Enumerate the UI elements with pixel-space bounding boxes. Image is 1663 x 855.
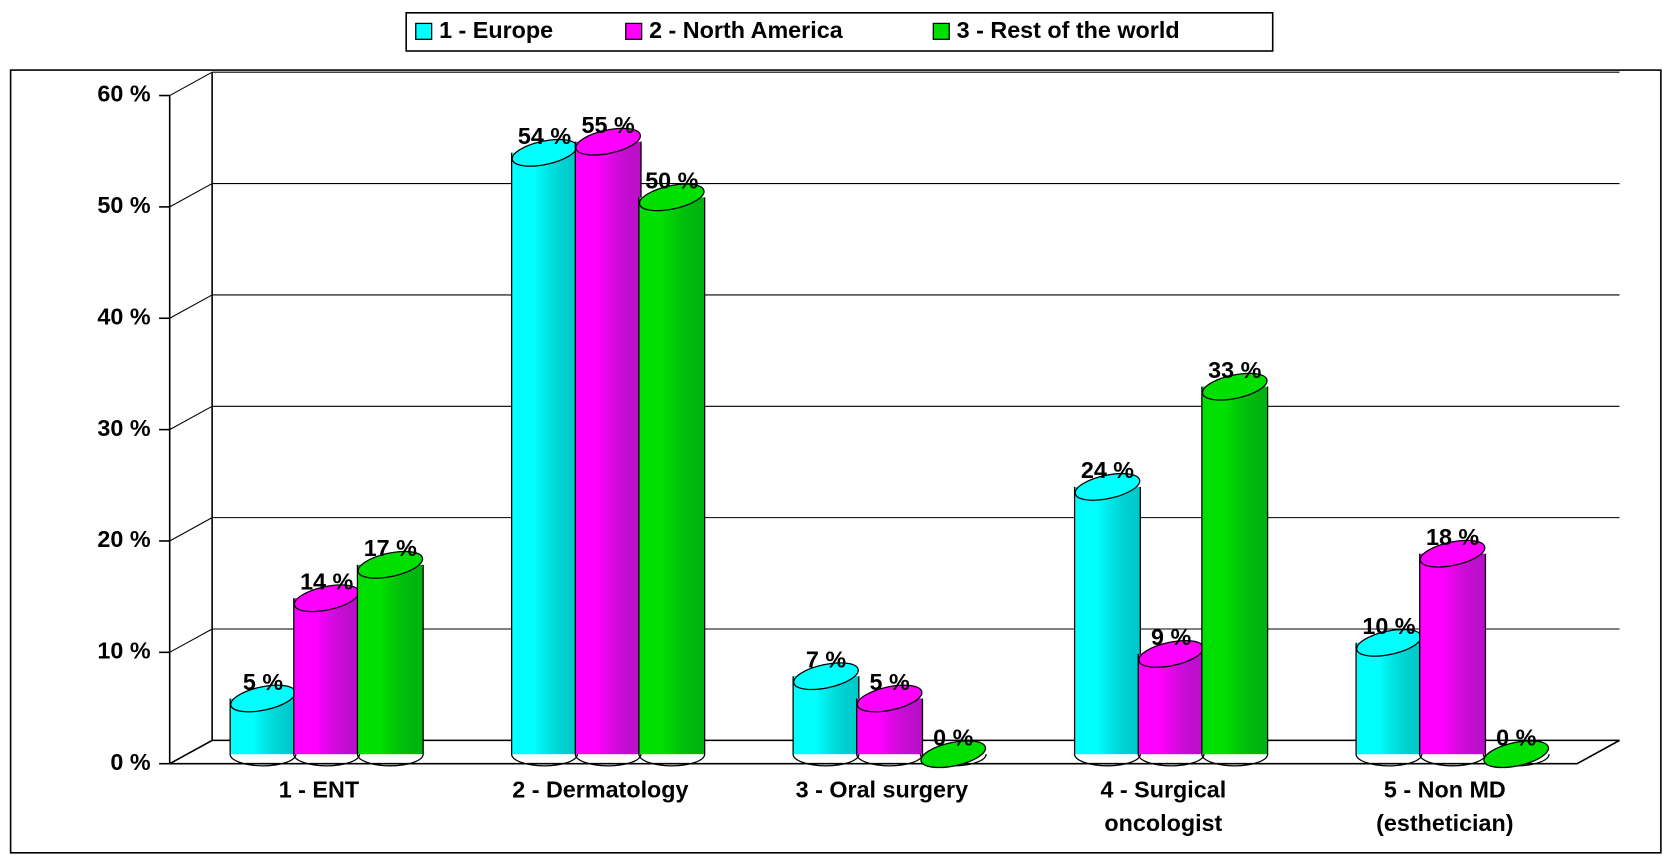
x-tick-label: 5 - Non MD (esthetician) (1376, 776, 1513, 836)
y-tick-label: 60 % (97, 81, 150, 107)
data-label: 9 % (1151, 624, 1191, 650)
data-label: 24 % (1081, 457, 1134, 483)
y-tick-label: 40 % (97, 303, 150, 329)
bar (1137, 639, 1205, 767)
bar (792, 662, 860, 767)
bar-shade (1201, 386, 1268, 755)
bar-shade (1419, 553, 1486, 755)
legend-swatch (415, 22, 433, 40)
bar-top (1074, 472, 1141, 501)
x-tick-label: 3 - Oral surgery (796, 776, 968, 802)
bar (1419, 539, 1487, 767)
bar-outline (1073, 486, 1141, 767)
data-label: 14 % (300, 569, 353, 595)
bar-outline (293, 598, 361, 767)
bar (1073, 472, 1141, 767)
y-tick-label: 30 % (97, 415, 150, 441)
grid-line (169, 294, 213, 319)
x-tick-label: 1 - ENT (279, 776, 359, 802)
y-tick-label: 0 % (110, 749, 150, 775)
legend-label: 1 - Europe (439, 17, 553, 43)
bar-top (793, 662, 859, 691)
bar-shade (1074, 486, 1141, 755)
bar-top (920, 740, 987, 769)
data-label: 17 % (364, 535, 417, 561)
data-label: 5 % (243, 669, 283, 695)
bar-shade (575, 141, 642, 755)
bar (510, 138, 579, 767)
bar-outline (1355, 642, 1423, 767)
bar-top (575, 127, 642, 156)
bar-outline (856, 698, 924, 767)
legend-swatch (625, 22, 643, 40)
bar-outline (792, 676, 860, 767)
legend-swatch (932, 22, 950, 40)
legend-box (405, 12, 1274, 52)
bar-top (357, 550, 424, 579)
data-label: 0 % (933, 724, 973, 750)
bar-top (856, 684, 923, 713)
bar-outline (638, 197, 706, 767)
bar-top (1483, 740, 1550, 769)
data-label: 33 % (1208, 357, 1261, 383)
legend-label: 2 - North America (649, 17, 844, 43)
grid-line (169, 71, 213, 97)
bar (356, 550, 424, 767)
bar-top (1419, 539, 1486, 568)
grid-line (169, 183, 213, 208)
bar (1482, 740, 1550, 769)
data-label: 55 % (582, 112, 635, 138)
y-tick-label: 10 % (97, 638, 150, 664)
bar-shade (293, 598, 360, 755)
bar (638, 183, 706, 767)
bar-outline (229, 698, 297, 767)
bar-shade (511, 152, 578, 755)
data-label: 18 % (1426, 524, 1479, 550)
grid-line (169, 517, 213, 542)
grid-line (169, 628, 213, 653)
bar (574, 127, 642, 767)
x-tick-label: 2 - Dermatology (512, 776, 688, 802)
data-label: 50 % (645, 168, 698, 194)
legend-label: 3 - Rest of the world (957, 17, 1180, 43)
data-label: 7 % (806, 647, 846, 673)
bar (1355, 628, 1423, 767)
bar (293, 584, 361, 767)
bar-outline (1201, 386, 1269, 767)
grid-line (169, 405, 213, 431)
chart-frame (9, 69, 1662, 854)
bar-top (638, 183, 705, 212)
x-tick-label: 4 - Surgical oncologist (1100, 776, 1226, 836)
bar (1201, 372, 1269, 767)
bar-shade (1138, 653, 1204, 755)
bar-outline (510, 152, 579, 767)
data-label: 5 % (870, 669, 910, 695)
bar-shade (638, 197, 705, 755)
bar-shade (357, 564, 424, 755)
grid-line (169, 739, 213, 765)
bar (856, 684, 924, 767)
bar-outline (1419, 553, 1487, 767)
y-tick-label: 20 % (97, 526, 150, 552)
bar-outline (1137, 653, 1205, 767)
data-label: 0 % (1496, 724, 1536, 750)
y-tick-label: 50 % (97, 192, 150, 218)
data-label: 10 % (1362, 613, 1415, 639)
bar-shade (1356, 642, 1422, 755)
bar-outline (574, 141, 642, 767)
bar-outline (356, 564, 424, 767)
bar (919, 740, 987, 769)
data-label: 54 % (518, 123, 571, 149)
legend: 1 - Europe 2 - North America 3 - Rest of t… (405, 12, 1274, 52)
bar-top (1201, 372, 1268, 401)
bar (229, 684, 297, 767)
